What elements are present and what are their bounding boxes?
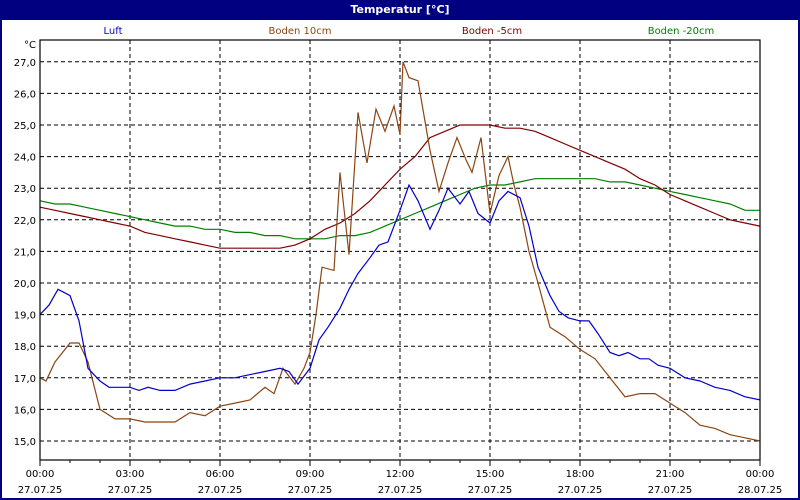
x-tick-time: 18:00 xyxy=(566,469,595,480)
plot-frame xyxy=(39,39,761,461)
x-tick-date: 27.07.25 xyxy=(18,485,63,496)
y-tick-label: 21,0 xyxy=(14,247,36,258)
x-tick-time: 00:00 xyxy=(746,469,775,480)
y-tick-label: 20,0 xyxy=(14,279,36,290)
x-tick-time: 09:00 xyxy=(296,469,325,480)
series-lines xyxy=(39,61,761,442)
series-luft xyxy=(39,183,761,401)
x-tick-time: 00:00 xyxy=(26,469,55,480)
legend-item: Luft xyxy=(104,26,123,37)
legend: Luft Boden 10cm Boden -5cm Boden -20cm xyxy=(104,26,715,37)
series-boden-20cm xyxy=(39,178,760,240)
y-tick-label: 15,0 xyxy=(14,437,36,448)
x-tick-time: 12:00 xyxy=(386,469,415,480)
y-tick-label: 25,0 xyxy=(14,121,36,132)
legend-item: Boden -5cm xyxy=(462,26,522,37)
legend-item: Boden 10cm xyxy=(269,26,332,37)
y-tick-label: 22,0 xyxy=(14,216,36,227)
x-tick-date: 27.07.25 xyxy=(108,485,153,496)
y-tick-label: 18,0 xyxy=(14,342,36,353)
x-tick-time: 03:00 xyxy=(116,469,145,480)
y-tick-label: 24,0 xyxy=(14,153,36,164)
x-tick-time: 21:00 xyxy=(656,469,685,480)
x-tick-date: 28.07.25 xyxy=(738,485,783,496)
y-tick-label: 23,0 xyxy=(14,184,36,195)
series-boden-10cm xyxy=(39,61,761,442)
y-tick-label: 16,0 xyxy=(14,405,36,416)
y-axis-unit: °C xyxy=(24,40,36,51)
y-tick-label: 19,0 xyxy=(14,311,36,322)
series-boden-5cm xyxy=(39,124,761,249)
chart-title: Temperatur [°C] xyxy=(0,0,800,20)
x-tick-date: 27.07.25 xyxy=(468,485,513,496)
y-tick-label: 17,0 xyxy=(14,374,36,385)
x-tick-date: 27.07.25 xyxy=(558,485,603,496)
y-tick-label: 26,0 xyxy=(14,89,36,100)
y-tick-label: 27,0 xyxy=(14,58,36,69)
x-tick-date: 27.07.25 xyxy=(378,485,423,496)
x-tick-time: 15:00 xyxy=(476,469,505,480)
x-tick-date: 27.07.25 xyxy=(648,485,693,496)
x-tick-date: 27.07.25 xyxy=(198,485,243,496)
x-tick-date: 27.07.25 xyxy=(288,485,333,496)
axes: 15,0 16,0 17,0 18,0 19,0 20,0 21,0 22,0 23,0 24,0… xyxy=(14,39,783,496)
legend-item: Boden -20cm xyxy=(648,26,715,37)
grid-lines xyxy=(40,40,760,460)
x-tick-time: 06:00 xyxy=(206,469,235,480)
